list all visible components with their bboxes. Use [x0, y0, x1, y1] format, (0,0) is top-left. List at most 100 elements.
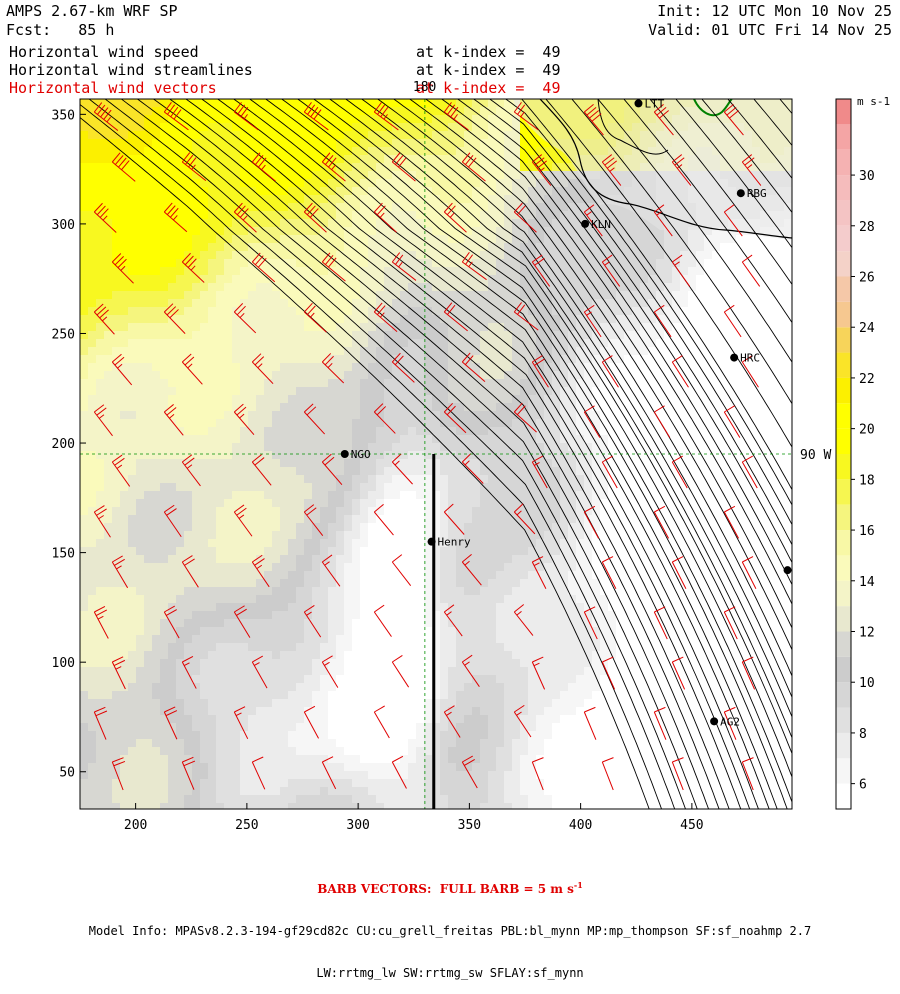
y-tick-label: 200	[52, 437, 75, 452]
barb-staff	[794, 412, 810, 438]
y-tick-label: 250	[52, 327, 75, 342]
barb-flag	[812, 557, 823, 562]
station-label: KLN	[591, 218, 611, 231]
barb-flag	[794, 406, 804, 412]
colorbar-bin	[836, 581, 851, 606]
colorbar-bin	[836, 708, 851, 733]
station-label: NGO	[351, 448, 371, 461]
colorbar-bin	[836, 479, 851, 504]
wind-barb	[812, 356, 828, 388]
barb-staff	[794, 112, 813, 135]
model-info-physics: LW:rrtmg_lw SW:rrtmg_sw SFLAY:sf_mynn	[0, 966, 900, 980]
streamline	[800, 200, 804, 205]
station-marker	[730, 354, 738, 362]
barb-note-text: BARB VECTORS: FULL BARB = 5 m s	[317, 882, 574, 896]
barb-note: BARB VECTORS: FULL BARB = 5 m s-1	[0, 878, 900, 896]
station-label: RBG	[747, 187, 767, 200]
wind-barb	[794, 104, 813, 135]
colorbar-bin	[836, 353, 851, 378]
station-label: HRC	[740, 352, 760, 365]
model-info: Model Info: MPASv8.2.3-194-gf29cd82c CU:…	[0, 924, 900, 938]
barb-staff	[794, 312, 811, 337]
colorbar-bin	[836, 251, 851, 276]
parallel-label: 90 W	[800, 448, 831, 463]
colorbar-tick-label: 24	[859, 321, 875, 336]
colorbar-bin	[836, 150, 851, 175]
barb-staff	[812, 362, 828, 387]
streamline	[800, 500, 803, 505]
colorbar-bin	[836, 733, 851, 758]
colorbar-bin	[836, 378, 851, 403]
station-marker	[581, 220, 589, 228]
barb-staff	[794, 712, 806, 740]
x-tick-label: 450	[680, 818, 703, 833]
colorbar-bin	[836, 505, 851, 530]
y-tick-label: 300	[52, 218, 75, 233]
colorbar-tick-label: 22	[859, 372, 875, 387]
colorbar-tick-label: 8	[859, 727, 867, 742]
colorbar-tick-label: 26	[859, 271, 875, 286]
wind-barb	[812, 758, 823, 790]
station-marker	[710, 717, 718, 725]
barb-flag	[794, 104, 803, 112]
streamline	[800, 250, 804, 255]
colorbar-tick-label: 30	[859, 169, 875, 184]
barb-half-flag	[799, 114, 804, 118]
colorbar-tick-label: 20	[859, 423, 875, 438]
colorbar-bin	[836, 657, 851, 682]
barb-staff	[794, 612, 807, 639]
colorbar-bin	[836, 606, 851, 631]
meridian-label: 180	[413, 80, 436, 95]
station-marker	[341, 450, 349, 458]
colorbar-bin	[836, 175, 851, 200]
colorbar-bin	[836, 200, 851, 225]
wind-barb	[812, 255, 829, 286]
colorbar-tick-label: 6	[859, 778, 867, 793]
barb-flag	[812, 657, 823, 662]
barb-flag	[794, 305, 804, 312]
streamline	[800, 400, 803, 405]
barb-flag	[794, 707, 805, 712]
y-tick-label: 350	[52, 108, 75, 123]
station-marker	[428, 538, 436, 546]
x-tick-label: 200	[124, 818, 147, 833]
colorbar-tick-label: 10	[859, 676, 875, 691]
barb-staff	[812, 562, 826, 589]
barb-staff	[794, 512, 808, 538]
y-tick-label: 100	[52, 656, 75, 671]
barb-flag	[794, 607, 805, 612]
barb-staff	[812, 162, 831, 186]
barb-staff	[812, 762, 823, 790]
colorbar-units: m s-1	[857, 95, 890, 108]
streamline	[800, 300, 803, 305]
colorbar-bin	[836, 403, 851, 428]
barb-flag	[812, 155, 821, 162]
colorbar-bin	[836, 784, 851, 809]
footer: BARB VECTORS: FULL BARB = 5 m s-1 Model …	[0, 850, 900, 994]
wind-barb	[794, 205, 812, 236]
barb-half-flag	[817, 165, 822, 169]
colorbar-bin	[836, 454, 851, 479]
barb-flag	[812, 255, 822, 262]
x-tick-label: 250	[235, 818, 258, 833]
wind-barb	[812, 557, 826, 589]
colorbar-bin	[836, 555, 851, 580]
colorbar-tick-label: 14	[859, 575, 875, 590]
barb-flag	[794, 506, 805, 512]
colorbar-tick-label: 28	[859, 220, 875, 235]
barb-flag	[797, 107, 806, 115]
colorbar-bin	[836, 530, 851, 555]
wind-barb	[794, 506, 808, 538]
colorbar-bin	[836, 632, 851, 657]
barb-staff	[812, 462, 827, 488]
colorbar-bin	[836, 226, 851, 251]
colorbar-bin	[836, 682, 851, 707]
barb-staff	[812, 662, 824, 689]
colorbar-bin	[836, 277, 851, 302]
station-marker	[634, 99, 642, 107]
colorbar-tick-label: 12	[859, 626, 875, 641]
colorbar-tick-label: 16	[859, 524, 875, 539]
barb-staff	[794, 212, 812, 236]
colorbar-bin	[836, 302, 851, 327]
